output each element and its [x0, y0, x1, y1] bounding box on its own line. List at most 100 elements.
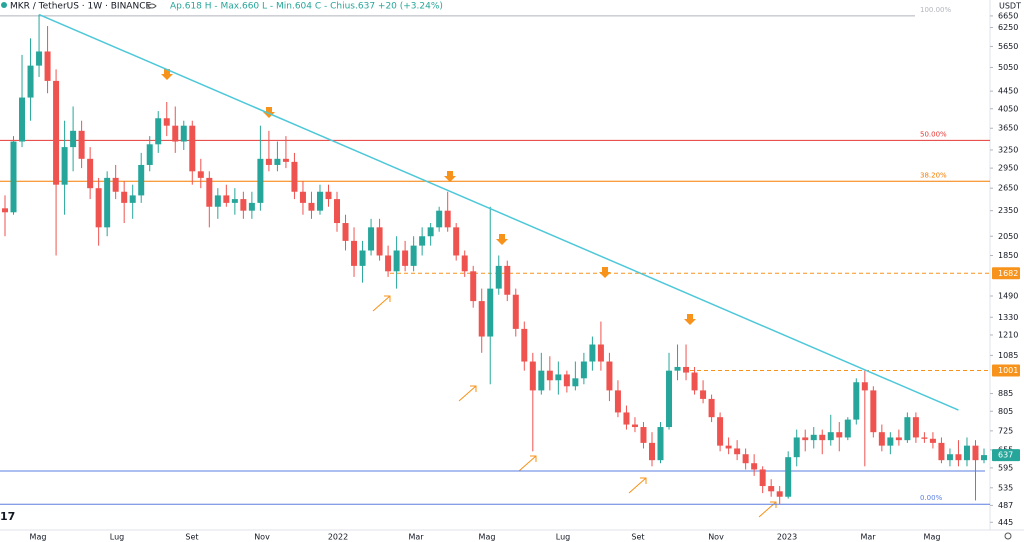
- y-tick-label: 805: [998, 407, 1013, 416]
- y-tick-label: 487: [998, 501, 1013, 510]
- candle-body: [436, 210, 443, 228]
- candle-body: [844, 419, 851, 438]
- candle-body: [827, 432, 834, 441]
- y-tick-label: 6250: [998, 23, 1018, 32]
- candle-body: [614, 390, 621, 413]
- candle-body: [206, 177, 213, 207]
- symbol-title[interactable]: MKR / TetherUS · 1W · BINANCE: [10, 2, 151, 12]
- candle-body: [836, 432, 843, 438]
- x-tick-label: Mag: [479, 533, 496, 542]
- candle-body: [95, 188, 102, 228]
- fib-label: 38.20%: [920, 171, 947, 179]
- candle-body: [683, 366, 690, 373]
- candle-body: [580, 361, 587, 379]
- candle-body: [121, 191, 128, 203]
- candle-body: [393, 250, 400, 272]
- y-tick-label: 535: [998, 483, 1013, 492]
- candle-body: [19, 97, 26, 142]
- y-tick-label: 4450: [998, 87, 1018, 96]
- settings-icon[interactable]: [1004, 532, 1012, 540]
- candle-body: [368, 227, 375, 251]
- candle-body: [793, 437, 800, 458]
- candle-body: [257, 158, 264, 203]
- candle-body: [504, 265, 511, 295]
- price-tag-label: 1682: [998, 269, 1018, 278]
- price-tag: [992, 364, 1020, 377]
- candle-body: [36, 51, 43, 66]
- y-tick-label: 3650: [998, 124, 1018, 133]
- x-tick-label: Lug: [110, 533, 124, 542]
- candle-body: [929, 438, 936, 443]
- x-tick-label: Lug: [556, 533, 570, 542]
- candle-body: [734, 448, 741, 455]
- candle-body: [853, 382, 860, 420]
- candle-body: [419, 236, 426, 246]
- candle-body: [972, 445, 979, 461]
- candle-body: [461, 255, 468, 272]
- symbol-icon: [1, 2, 7, 8]
- eye-icon[interactable]: [147, 3, 157, 9]
- x-tick-label: Set: [185, 533, 198, 542]
- candle-body: [657, 427, 664, 461]
- y-tick-label: 1330: [998, 313, 1018, 322]
- candle-body: [700, 390, 707, 399]
- candle-body: [912, 417, 919, 438]
- up-arrow: [518, 455, 537, 472]
- candle-body: [70, 130, 77, 148]
- candle-body: [427, 227, 434, 237]
- y-tick-label: 1850: [998, 251, 1018, 260]
- candle-body: [921, 437, 928, 439]
- candle-body: [351, 240, 358, 266]
- currency[interactable]: USDT: [999, 2, 1021, 11]
- candle-body: [955, 454, 962, 461]
- candle-body: [640, 427, 647, 443]
- candle-body: [10, 141, 17, 213]
- candle-body: [878, 432, 885, 446]
- y-tick-label: 885: [998, 389, 1013, 398]
- candle-body: [555, 374, 562, 381]
- candle-body: [27, 65, 34, 98]
- candle-body: [887, 437, 894, 446]
- candle-body: [163, 118, 170, 126]
- candle-body: [691, 372, 698, 391]
- y-tick-label: 1085: [998, 351, 1018, 360]
- candle-body: [265, 158, 272, 165]
- candle-body: [819, 434, 826, 441]
- candle-body: [529, 361, 536, 391]
- down-arrow: [599, 267, 611, 278]
- down-arrow: [444, 171, 456, 182]
- x-tick-label: Mag: [924, 533, 941, 542]
- down-arrow: [263, 107, 275, 118]
- down-arrow: [496, 234, 508, 245]
- candle-body: [759, 469, 766, 487]
- candle-body: [299, 191, 306, 203]
- candle-body: [376, 227, 383, 256]
- candle-body: [385, 255, 392, 272]
- candle-body: [138, 164, 145, 196]
- candle-body: [282, 158, 289, 162]
- candle-body: [334, 199, 341, 224]
- y-tick-label: 4050: [998, 104, 1018, 113]
- candle-body: [946, 454, 953, 461]
- price-tag-label: 1001: [998, 366, 1018, 375]
- price-tag: [992, 449, 1020, 462]
- candle-body: [870, 390, 877, 433]
- candle-body: [572, 378, 579, 387]
- y-tick-label: 2050: [998, 232, 1018, 241]
- fib-label: 100.00%: [920, 6, 951, 14]
- candle-body: [725, 445, 732, 449]
- x-tick-label: Nov: [254, 533, 270, 542]
- plot: 100.00% 50.00% 38.20% 0.00%: [0, 6, 990, 505]
- candle-body: [172, 125, 179, 142]
- candle-body: [742, 454, 749, 464]
- candle-body: [487, 288, 494, 337]
- candle-body: [155, 118, 162, 145]
- candle-body: [308, 202, 315, 211]
- y-tick-label: 1210: [998, 330, 1018, 339]
- candle-body: [223, 195, 230, 203]
- candle-body: [402, 250, 409, 266]
- candle-body: [129, 195, 136, 203]
- candle-body: [240, 199, 247, 211]
